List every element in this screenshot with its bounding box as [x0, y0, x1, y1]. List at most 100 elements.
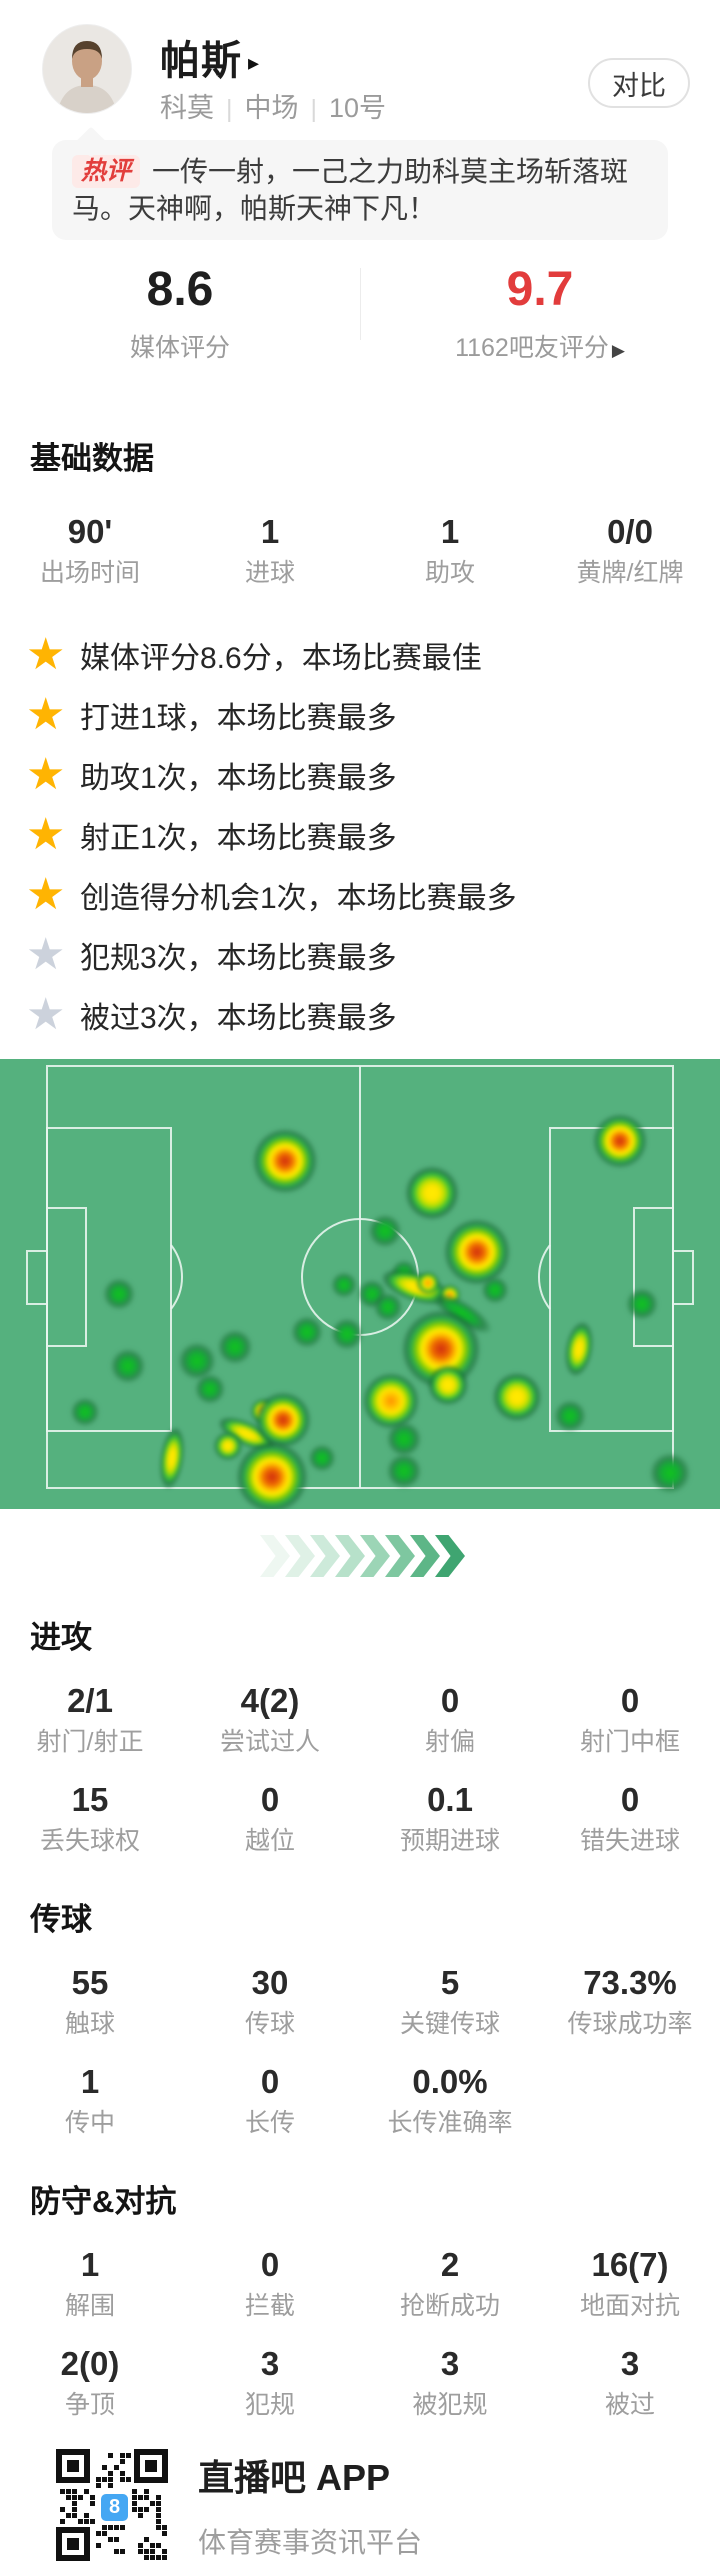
- player-meta: 科莫 | 中场 | 10号: [160, 86, 386, 125]
- heatmap-blob: [477, 1272, 513, 1308]
- stat-value: 0.0%: [412, 2063, 488, 2100]
- footer-text: 直播吧 APP 体育赛事资讯平台: [198, 2449, 422, 2561]
- gold-star-icon: ★: [26, 750, 66, 799]
- highlight-row: ★ 犯规3次，本场比赛最多: [0, 925, 720, 985]
- hot-comment-badge: 热评: [72, 155, 141, 188]
- highlight-text: 射正1次，本场比赛最多: [80, 822, 397, 855]
- stat-value: 1: [260, 513, 280, 550]
- stat-value: 0/0: [607, 513, 653, 550]
- gray-star-icon: ★: [26, 930, 66, 979]
- stat-cell: 0 错失进球: [540, 1782, 720, 1856]
- heatmap-blob: [212, 1324, 258, 1370]
- heatmap-blob: [232, 1437, 312, 1509]
- stat-label: 解围: [64, 2292, 115, 2320]
- stat-cell: 4(2) 尝试过人: [180, 1683, 360, 1757]
- stat-value: 90': [67, 513, 113, 550]
- stat-label: 射偏: [424, 1728, 475, 1756]
- stat-cell: 1 进球: [180, 513, 360, 588]
- highlight-text: 助攻1次，本场比赛最多: [80, 762, 397, 795]
- section-title: 进攻: [30, 1620, 92, 1655]
- qr-code: 8: [56, 2449, 168, 2561]
- highlight-text: 打进1球，本场比赛最多: [80, 702, 397, 735]
- app-tagline: 体育赛事资讯平台: [198, 2527, 423, 2558]
- player-avatar[interactable]: [42, 24, 132, 114]
- heatmap-blob: [327, 1268, 361, 1302]
- stat-row: 2/1 射门/射正 4(2) 尝试过人 0 射偏 0 射门中框: [0, 1682, 720, 1757]
- compare-button[interactable]: 对比: [588, 58, 690, 108]
- stat-cell: 90' 出场时间: [0, 513, 180, 588]
- stat-label: 触球: [64, 2010, 115, 2038]
- stat-label: 射门中框: [579, 1728, 680, 1756]
- fans-rating-arrow-icon: ▶: [611, 341, 625, 360]
- name-expand-icon: ▸: [248, 50, 261, 75]
- stat-cell: 0 越位: [180, 1782, 360, 1856]
- ratings-row: 8.6 媒体评分 9.7 1162吧友评分 ▶: [0, 264, 720, 364]
- highlight-row: ★ 被过3次，本场比赛最多: [0, 985, 720, 1045]
- media-rating-value: 8.6: [146, 263, 214, 316]
- stat-label: 传球: [244, 2010, 295, 2038]
- stat-value: 0: [440, 1682, 460, 1719]
- heatmap-blob: [549, 1395, 591, 1437]
- stat-value: 3: [260, 2345, 280, 2382]
- basic-data-grid: 90' 出场时间 1 进球 1 助攻 0/0 黄牌/红牌: [0, 513, 720, 588]
- stat-label: 传球成功率: [567, 2010, 693, 2038]
- heatmap-blob: [488, 1368, 546, 1426]
- meta-divider: |: [226, 95, 233, 123]
- fans-rating[interactable]: 9.7 1162吧友评分 ▶: [360, 264, 720, 364]
- gold-star-icon: ★: [26, 690, 66, 739]
- stat-label: 尝试过人: [219, 1728, 320, 1756]
- stat-value: 2/1: [67, 1682, 113, 1719]
- stat-cell: 2(0) 争顶: [0, 2345, 180, 2420]
- stat-label: 出场时间: [39, 559, 140, 587]
- stat-row: 55 触球 30 传球 5 关键传球 73.3% 传球成功率: [0, 1964, 720, 2039]
- stat-value: 2: [440, 2246, 460, 2283]
- highlight-text: 犯规3次，本场比赛最多: [80, 942, 397, 975]
- app-logo-badge: 8: [99, 2492, 130, 2523]
- section-defense: 防守&对抗 1 解围 0 拦截 2 抢断成功 16(7) 地面对抗 2(0) 争顶 3 犯规…: [0, 2184, 720, 2420]
- hot-comment-text: 一传一射，一己之力助科莫主场斩落斑马。天神啊，帕斯天神下凡！: [72, 156, 629, 224]
- stat-value: 1: [440, 513, 460, 550]
- heatmap-blob: [249, 1125, 321, 1197]
- basic-data-title: 基础数据: [30, 441, 154, 476]
- highlight-text: 创造得分机会1次，本场比赛最多: [80, 882, 517, 915]
- stat-value: 55: [71, 1964, 109, 2001]
- bubble-tail: [75, 126, 107, 158]
- highlight-row: ★ 打进1球，本场比赛最多: [0, 685, 720, 745]
- stat-cell: 55 触球: [0, 1964, 180, 2039]
- highlight-row: ★ 助攻1次，本场比赛最多: [0, 745, 720, 805]
- stat-value: 0: [260, 2063, 280, 2100]
- stat-value: 3: [620, 2345, 640, 2382]
- heatmap-blob: [286, 1311, 328, 1353]
- heatmap-blob: [424, 1361, 472, 1409]
- pitch-markings: [26, 1065, 694, 1489]
- section-title: 防守&对抗: [30, 2184, 177, 2219]
- media-rating: 8.6 媒体评分: [0, 264, 360, 364]
- stat-label: 争顶: [64, 2391, 115, 2419]
- stat-value: 1: [80, 2246, 100, 2283]
- stat-label: 越位: [244, 1827, 295, 1855]
- stat-value: 5: [440, 1964, 460, 2001]
- fans-rating-value: 9.7: [506, 263, 574, 316]
- heatmap-blob: [190, 1369, 230, 1409]
- stat-cell: 1 解围: [0, 2246, 180, 2321]
- stat-cell: 1 传中: [0, 2064, 180, 2138]
- stat-value: 0.1: [427, 1781, 473, 1818]
- stat-cell: 5 关键传球: [360, 1964, 540, 2039]
- heatmap-blob: [105, 1343, 151, 1389]
- app-footer: 8 直播吧 APP 体育赛事资讯平台: [0, 2449, 720, 2561]
- stat-label: 丢失球权: [39, 1827, 140, 1855]
- heatmap-blob: [66, 1393, 104, 1431]
- highlight-text: 媒体评分8.6分，本场比赛最佳: [80, 642, 482, 675]
- player-name-row[interactable]: 帕斯 ▸: [160, 28, 260, 86]
- heatmap-blob: [98, 1273, 140, 1315]
- heatmap-blob: [590, 1111, 650, 1171]
- highlight-row: ★ 射正1次，本场比赛最多: [0, 805, 720, 865]
- stat-cell: 0.1 预期进球: [360, 1781, 540, 1856]
- stat-cell: 0 射门中框: [540, 1683, 720, 1757]
- gold-star-icon: ★: [26, 870, 66, 919]
- stat-value: 2(0): [60, 2345, 120, 2382]
- section-title: 传球: [30, 1902, 92, 1937]
- stat-cell: 3 被犯规: [360, 2346, 540, 2420]
- fans-rating-label: 1162吧友评分 ▶: [455, 334, 625, 362]
- attack-direction-chevrons: [0, 1535, 720, 1577]
